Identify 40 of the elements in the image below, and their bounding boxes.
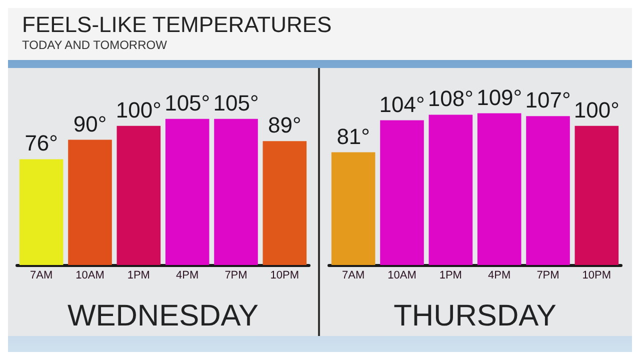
bar bbox=[262, 141, 307, 265]
x-tick-label: 10PM bbox=[582, 270, 612, 282]
x-axis-title: WEDNESDAY bbox=[67, 300, 259, 332]
bar bbox=[116, 126, 161, 265]
data-label: 107° bbox=[525, 88, 571, 113]
x-tick-label: 10AM bbox=[76, 270, 104, 282]
x-tick-label: 7PM bbox=[224, 270, 248, 282]
data-label: 105° bbox=[164, 90, 210, 116]
data-label: 109° bbox=[476, 84, 522, 110]
bar bbox=[68, 140, 112, 265]
x-tick-label: 10AM bbox=[388, 270, 416, 282]
x-tick-label: 7AM bbox=[30, 270, 53, 282]
data-label: 104° bbox=[379, 92, 425, 117]
bar bbox=[574, 126, 619, 265]
x-tick-label: 7PM bbox=[536, 270, 560, 282]
x-tick-label: 7AM bbox=[342, 270, 365, 282]
bar bbox=[380, 120, 424, 265]
bar bbox=[19, 159, 64, 265]
bar bbox=[477, 113, 522, 265]
x-tick-label: 1PM bbox=[127, 270, 150, 282]
bar bbox=[526, 116, 570, 265]
data-label: 81° bbox=[336, 124, 370, 149]
bar bbox=[331, 152, 376, 265]
x-tick-label: 4PM bbox=[176, 270, 199, 282]
chart-subtitle: TODAY AND TOMORROW bbox=[22, 38, 168, 52]
bar bbox=[165, 118, 210, 265]
bar bbox=[428, 114, 473, 265]
x-tick-label: 4PM bbox=[488, 270, 511, 282]
data-label: 90° bbox=[73, 111, 107, 136]
data-label: 89° bbox=[268, 112, 302, 138]
x-tick-label: 10PM bbox=[270, 270, 300, 282]
x-axis-title: THURSDAY bbox=[394, 300, 556, 332]
data-label: 76° bbox=[24, 130, 58, 156]
chart-title: FEELS-LIKE TEMPERATURES bbox=[22, 12, 333, 38]
x-tick-label: 1PM bbox=[439, 270, 462, 282]
data-label: 105° bbox=[213, 90, 259, 116]
data-label: 100° bbox=[574, 97, 620, 122]
data-label: 100° bbox=[116, 97, 162, 122]
data-label: 108° bbox=[428, 86, 474, 112]
bar bbox=[214, 118, 258, 265]
